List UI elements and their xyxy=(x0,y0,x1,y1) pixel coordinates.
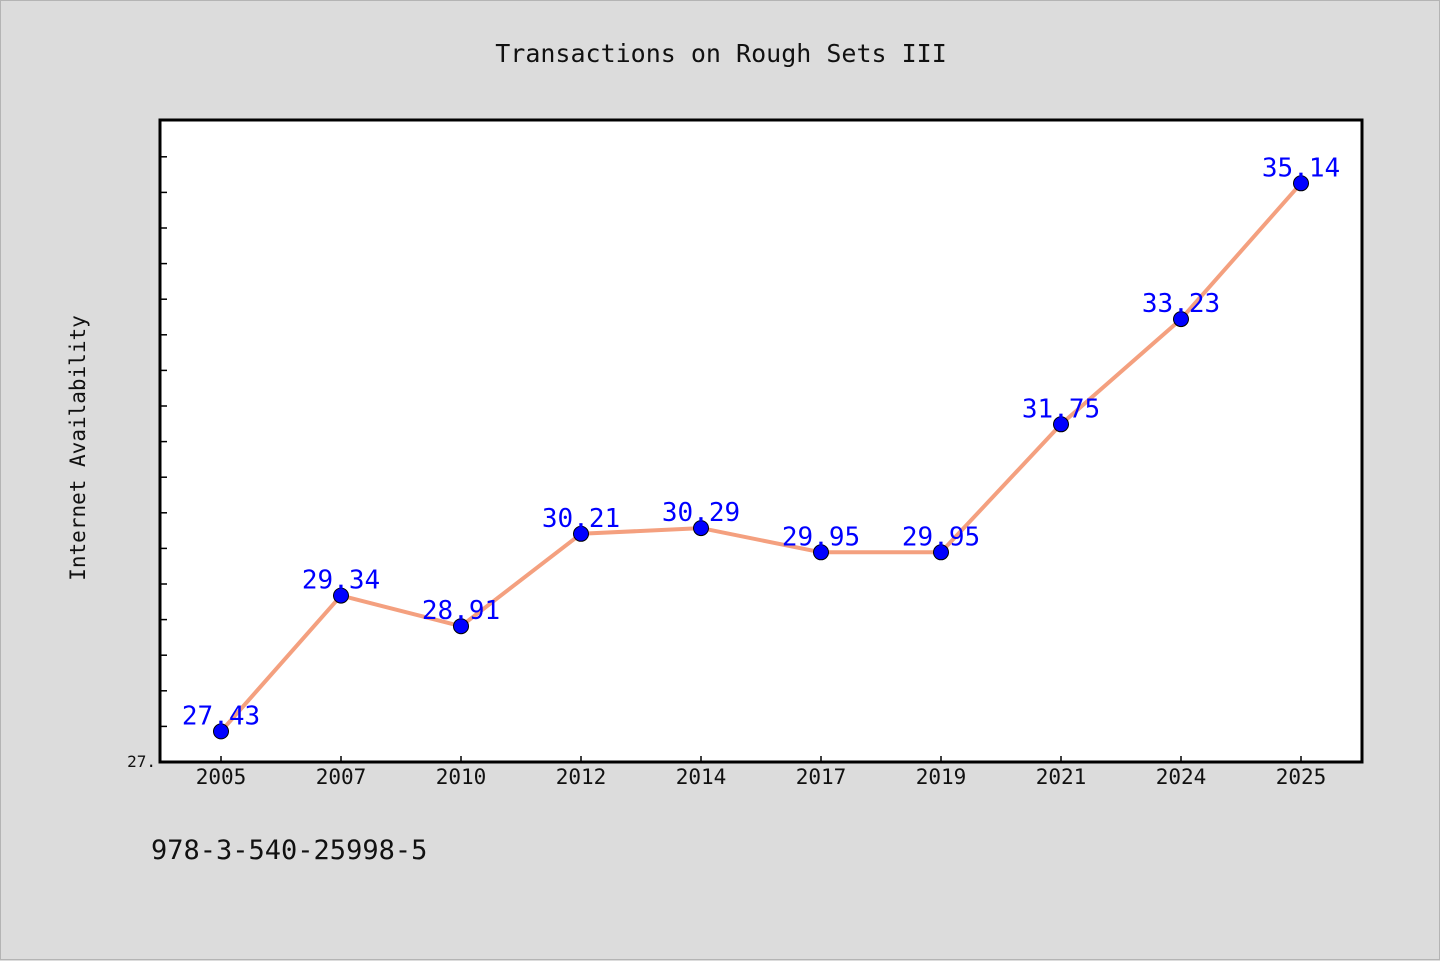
series-line xyxy=(219,181,1303,733)
isbn-text: 978-3-540-25998-5 xyxy=(151,835,428,866)
x-tick-label: 2010 xyxy=(436,765,487,789)
data-label: 30.29 xyxy=(662,498,740,528)
data-point xyxy=(1293,175,1309,192)
x-axis-tick-labels: 2005 2007 2010 2012 2014 2017 2019 2021 2024 2025 xyxy=(196,765,1327,789)
data-label: 29.95 xyxy=(782,522,860,552)
data-label: 27.43 xyxy=(182,701,260,731)
x-tick-label: 2012 xyxy=(556,765,607,789)
data-point xyxy=(693,520,709,537)
x-tick-label: 2021 xyxy=(1036,765,1087,789)
x-tick-label: 2019 xyxy=(916,765,967,789)
plot-area xyxy=(158,118,1364,764)
data-label: 35.14 xyxy=(1262,153,1340,183)
data-label: 29.34 xyxy=(302,566,380,596)
data-point xyxy=(453,618,469,635)
y-tick-label: 27. xyxy=(127,752,156,771)
x-tick-label: 2025 xyxy=(1276,765,1327,789)
x-tick-label: 2014 xyxy=(676,765,727,789)
data-point xyxy=(933,544,949,561)
x-tick-label: 2007 xyxy=(316,765,367,789)
data-point xyxy=(573,525,589,542)
data-point xyxy=(813,544,829,561)
x-axis-ticks xyxy=(220,756,1302,762)
data-label: 33.23 xyxy=(1142,289,1220,319)
y-axis-label: Internet Availability xyxy=(66,315,90,581)
data-markers xyxy=(213,175,1309,740)
data-point xyxy=(1053,416,1069,433)
series-line-group xyxy=(219,181,1303,733)
x-tick-label: 2017 xyxy=(796,765,847,789)
data-label: 29.95 xyxy=(902,522,980,552)
data-label: 30.21 xyxy=(542,504,620,534)
chart-title: Transactions on Rough Sets III xyxy=(495,39,947,68)
data-label: 28.91 xyxy=(422,596,500,626)
x-tick-label: 2005 xyxy=(196,765,247,789)
data-point xyxy=(213,723,229,740)
x-tick-label: 2024 xyxy=(1156,765,1207,789)
data-label: 31.75 xyxy=(1022,394,1100,424)
y-axis-tick-labels: 27. xyxy=(127,752,156,771)
data-point xyxy=(333,587,349,604)
data-point xyxy=(1173,311,1189,328)
data-labels: 27.43 29.34 28.91 30.21 30.29 29.95 29.95 31.75… xyxy=(182,153,1340,731)
y-axis-ticks xyxy=(160,156,167,728)
